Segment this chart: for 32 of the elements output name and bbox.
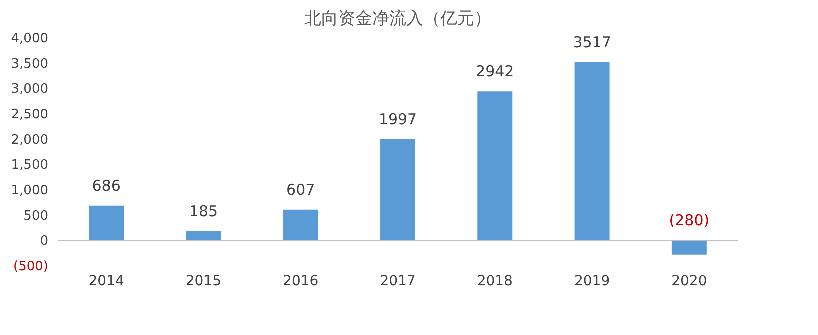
y-tick-label: 3,500 [11, 56, 48, 72]
bar [380, 139, 416, 241]
data-label: 2942 [476, 62, 514, 81]
y-tick-label: 0 [40, 234, 48, 250]
bar [672, 240, 707, 255]
y-tick-label: 2,000 [11, 132, 48, 148]
x-tick-label: 2018 [477, 274, 513, 290]
bar [89, 206, 124, 241]
y-tick-label: (500) [14, 260, 48, 274]
y-tick-label: 1,500 [11, 158, 48, 174]
bar [186, 231, 222, 241]
data-label: (280) [669, 212, 710, 230]
data-label: 686 [92, 176, 121, 195]
x-tick-label: 2014 [88, 274, 124, 290]
x-tick-label: 2016 [283, 274, 319, 290]
chart-title: 北向资金净流入（亿元） [304, 9, 492, 29]
data-label: 3517 [573, 33, 612, 52]
y-tick-label: 1,000 [11, 184, 48, 198]
bar [574, 62, 610, 241]
y-tick-label: 4,000 [11, 32, 48, 46]
x-tick-label: 2019 [574, 274, 610, 290]
data-label: 607 [286, 180, 316, 199]
x-tick-label: 2015 [186, 274, 222, 290]
y-tick-label: 2,500 [11, 108, 48, 122]
y-tick-label: 500 [24, 208, 48, 224]
x-tick-label: 2017 [380, 274, 416, 290]
y-tick-label: 3,000 [11, 82, 48, 98]
x-tick-label: 2020 [672, 274, 708, 290]
data-label: 185 [189, 202, 218, 220]
data-label: 1997 [378, 110, 418, 128]
bar [478, 92, 513, 241]
bar [283, 210, 318, 241]
